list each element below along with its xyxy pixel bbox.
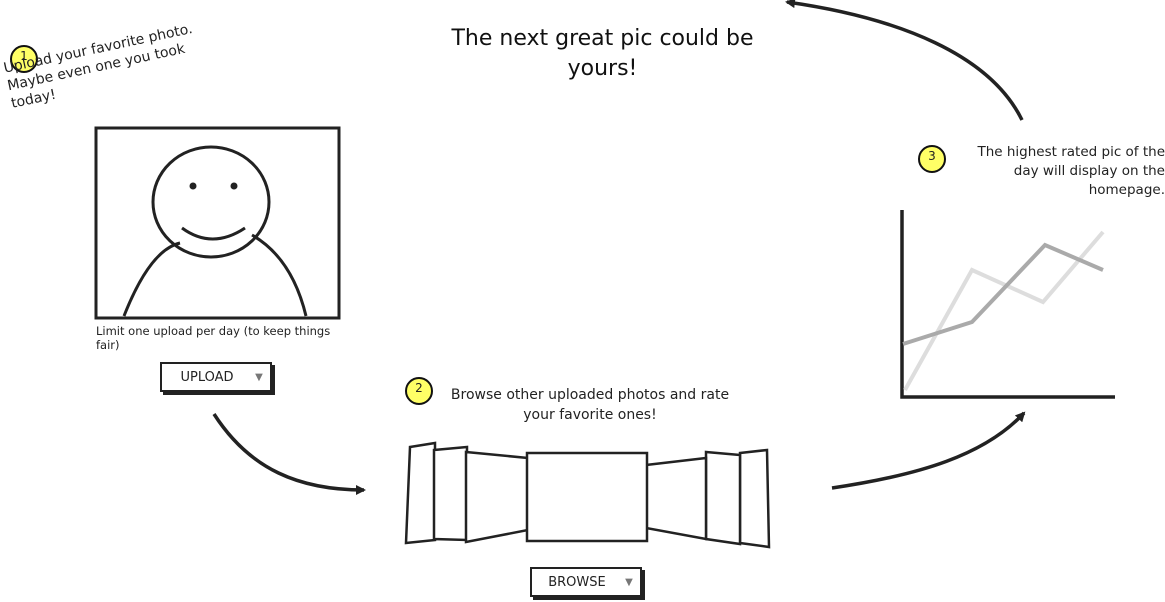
step-3-text: The highest rated pic of the day will di… [977,144,1165,198]
upload-button-label: UPLOAD [180,369,234,385]
dropdown-caret-icon: ▼ [255,371,263,383]
upload-limit-note: Limit one upload per day (to keep things… [96,324,331,352]
cycle-arrow-icon [212,0,1026,495]
photo-carousel-icon [404,441,771,549]
step-1-badge: 1 [10,45,38,73]
upload-button[interactable]: UPLOAD ▼ [160,362,272,392]
step-2-badge: 2 [405,377,433,405]
browse-button-label: BROWSE [548,574,606,590]
step-3-badge: 3 [918,145,946,173]
headline: The next great pic could be yours! [451,26,754,81]
line-chart-icon [900,210,1115,399]
dropdown-caret-icon: ▼ [625,576,633,588]
smiley-face-icon [122,145,308,317]
browse-button[interactable]: BROWSE ▼ [530,567,642,597]
step-2-text: Browse other uploaded photos and rate yo… [450,387,730,423]
photo-frame [94,126,341,320]
